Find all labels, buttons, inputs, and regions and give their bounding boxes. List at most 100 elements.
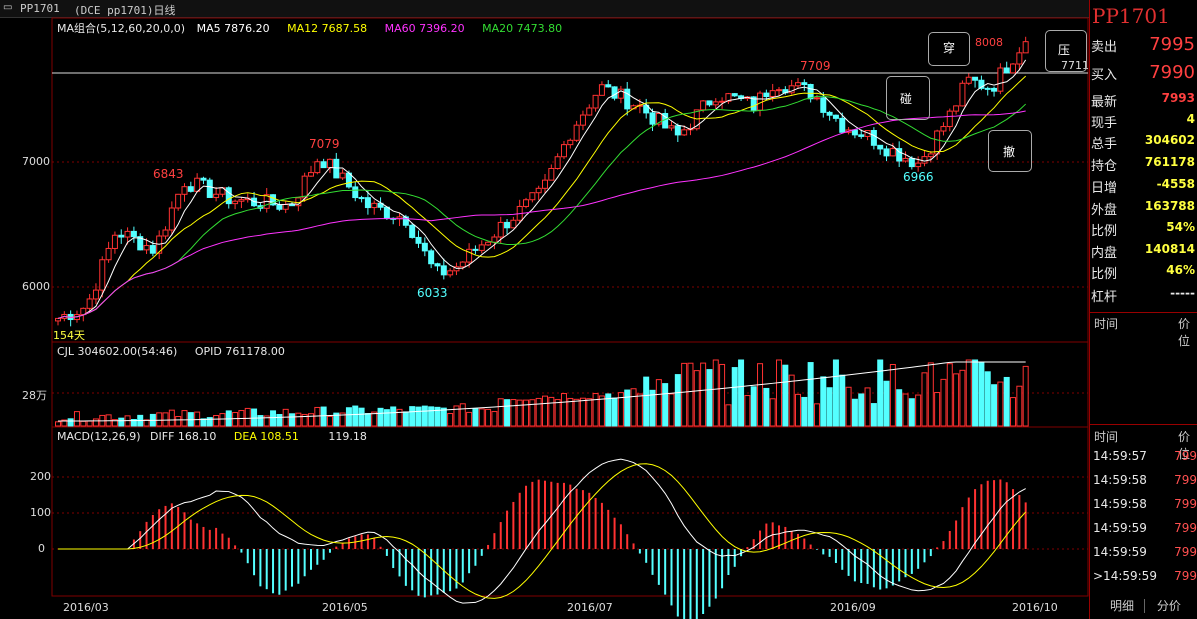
volume-bar — [554, 399, 561, 427]
macd-legend: MACD(12,26,9) DIFF 168.10 DEA 108.51 119… — [57, 430, 367, 443]
candle-body — [826, 111, 833, 116]
candle-body — [478, 244, 485, 251]
candle-body — [143, 245, 150, 251]
candle-body — [504, 221, 511, 229]
quote-value: 140814 — [1144, 242, 1195, 256]
candle-body — [776, 89, 783, 92]
chart-frame — [51, 17, 1089, 597]
tab-fenjia[interactable]: 分价 — [1156, 599, 1181, 613]
callout-ya-label: 压 — [1058, 43, 1071, 57]
candle-body — [428, 250, 435, 265]
volume-bar — [175, 415, 182, 427]
quote-panel — [1089, 0, 1197, 619]
candle-body — [921, 156, 928, 164]
volume-bar — [80, 420, 87, 427]
candle-body — [459, 261, 466, 268]
quote-row: 买入 7990 — [1091, 62, 1195, 86]
quote-key: 现手 — [1091, 116, 1118, 131]
quote-row: 卖出 7995 — [1091, 34, 1195, 58]
quote-row: 杠杆 ----- — [1091, 286, 1195, 308]
window-icon[interactable]: ▭ — [3, 2, 13, 13]
volume-bar — [636, 393, 643, 427]
candle-body — [162, 229, 169, 237]
volume-bar — [605, 393, 612, 427]
candle-body — [440, 265, 447, 276]
candle-body — [978, 79, 985, 89]
volume-bar — [440, 407, 447, 427]
volume-bar — [681, 362, 688, 427]
candle-body — [915, 162, 922, 168]
volume-bar — [1003, 376, 1010, 427]
volume-bar — [181, 410, 188, 427]
candle-body — [181, 186, 188, 195]
candle-body — [1016, 52, 1023, 65]
volume-bar — [55, 421, 61, 427]
volume-bar — [415, 406, 422, 427]
volume-bar — [333, 412, 340, 427]
candle-body — [896, 148, 903, 162]
volume-bar — [991, 384, 998, 427]
quote-key: 内盘 — [1091, 246, 1118, 261]
volume-bar — [409, 406, 416, 427]
candle-body — [668, 125, 675, 129]
quote-value: 7990 — [1149, 62, 1195, 83]
candle-body — [579, 114, 586, 126]
quote-value: 4 — [1186, 112, 1195, 126]
volume-bar — [339, 412, 346, 427]
quote-value: 54% — [1166, 220, 1195, 234]
tick-time: 14:59:57 — [1093, 449, 1147, 463]
volume-bar — [984, 371, 991, 427]
volume-bar — [434, 406, 441, 427]
time-header-2: 时间 — [1094, 430, 1119, 444]
price-tick-7000: 7000 — [22, 155, 50, 168]
volume-bar — [111, 419, 118, 427]
candle-body — [175, 193, 182, 209]
candle-body — [554, 156, 561, 169]
tick-row: >14:59:59 799 — [1093, 569, 1197, 591]
tick-time: 14:59:59 — [1093, 545, 1147, 559]
tick-time: 14:59:59 — [1093, 521, 1147, 535]
volume-bar — [232, 412, 239, 427]
volume-bar — [940, 378, 947, 427]
callout-che-label: 撤 — [1003, 145, 1016, 159]
volume-bar — [839, 374, 846, 427]
volume-bar — [421, 405, 428, 427]
candle-body — [706, 100, 713, 106]
volume-bar — [447, 413, 454, 427]
tab-mingxi[interactable]: 明细 — [1100, 599, 1146, 613]
candle-body — [232, 200, 239, 205]
volume-bar — [738, 359, 745, 427]
candle-body — [877, 144, 884, 150]
ma-legend: MA组合(5,12,60,20,0,0) MA5 7876.20 MA12 76… — [57, 20, 562, 36]
volume-bar — [560, 393, 567, 427]
price-tick-6000: 6000 — [22, 280, 50, 293]
tick-price: 799 — [1174, 545, 1197, 559]
volume-bar — [402, 411, 409, 427]
volume-bar — [845, 386, 852, 427]
candle-body — [124, 230, 131, 238]
volume-bar — [643, 376, 650, 427]
candle-body — [99, 259, 106, 291]
volume-bar — [573, 398, 580, 427]
tick-row: 14:59:58 799 — [1093, 497, 1197, 519]
candle-body — [510, 219, 517, 229]
candle-body — [307, 172, 314, 177]
date-tick-0: 2016/03 — [63, 601, 109, 614]
callout-che[interactable]: 撤 — [988, 130, 1032, 172]
kline-chart[interactable] — [0, 0, 1090, 619]
volume-bar — [832, 359, 839, 427]
volume-bar — [788, 374, 795, 427]
candle-body — [757, 92, 764, 111]
volume-bar — [345, 407, 352, 427]
volume-bar — [326, 415, 333, 427]
callout-chuan[interactable]: 穿 — [928, 32, 970, 66]
volume-bar — [358, 407, 365, 427]
volume-bar — [535, 397, 542, 427]
candle-body — [200, 177, 207, 181]
callout-peng[interactable]: 碰 — [886, 76, 930, 120]
quote-value: 7993 — [1161, 91, 1195, 105]
volume-bar — [579, 397, 586, 427]
candle-body — [415, 236, 422, 244]
volume-bar — [908, 398, 915, 427]
callout-ya[interactable]: 压 — [1045, 30, 1087, 72]
